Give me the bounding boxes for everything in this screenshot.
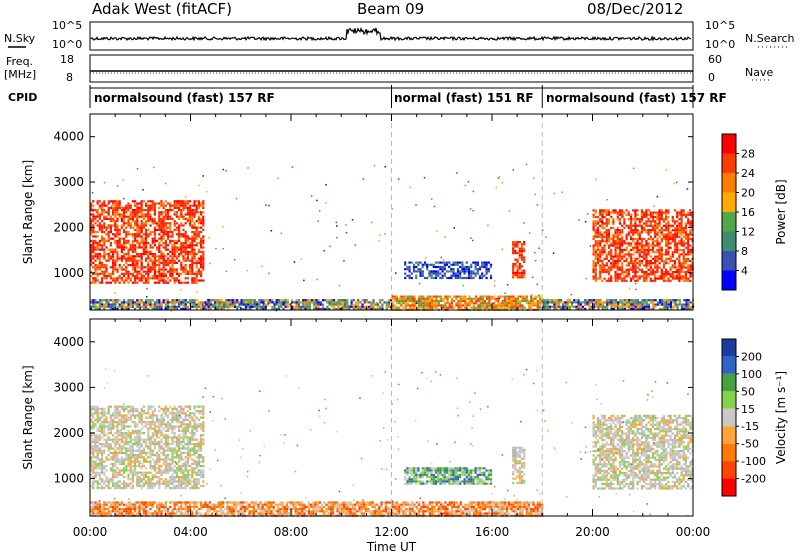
nave-label: Nave: [745, 66, 774, 79]
power-colorbar-tick-6: 28: [741, 148, 755, 161]
freq-unit: [MHz]: [4, 68, 37, 81]
velocity-colorbar-seg-4: [722, 408, 736, 427]
cpid-segment-2: normal (fast) 151 RF: [394, 91, 534, 105]
freq-label: Freq.: [6, 55, 34, 68]
velocity-colorbar-seg-0: [722, 339, 736, 357]
power-echo-region-2: [203, 299, 393, 311]
velocity-colorbar-tick-3: 15: [741, 403, 755, 416]
velocity-echo-region-2: [391, 501, 544, 517]
velocity-colorbar-tick-0: 200: [741, 350, 762, 363]
power-colorbar-seg-5: [722, 173, 736, 193]
velocity-echo-region-4: [512, 446, 526, 485]
power-colorbar-tick-0: 4: [741, 265, 748, 278]
velocity-echo-region-0: [90, 405, 205, 490]
nave-tick-max: 60: [708, 53, 722, 66]
velocity-echo-region-3: [404, 467, 493, 485]
beam-label: Beam 09: [357, 0, 425, 18]
date-label: 08/Dec/2012: [587, 0, 684, 18]
freq-axes: [89, 54, 694, 83]
cpid-label: CPID: [8, 91, 38, 104]
power-colorbar-tick-2: 12: [741, 226, 755, 239]
velocity-colorbar-seg-3: [722, 391, 736, 409]
velocity-ytick-label-3: 4000: [53, 335, 84, 349]
xtick-label-6: 00:00: [676, 525, 711, 539]
cpid-segment-3: normalsound (fast) 157 RF: [546, 91, 727, 105]
xtick-label-5: 20:00: [575, 525, 610, 539]
velocity-colorbar-seg-5: [722, 426, 736, 444]
power-ylabel: Slant Range [km]: [21, 160, 35, 264]
velocity-ytick-label-2: 3000: [53, 380, 84, 394]
velocity-colorbar-seg-6: [722, 443, 736, 462]
time-axis: 00:00 04:00 08:00 12:00 16:00 20:00 00:00 Time …: [73, 525, 711, 554]
power-ytick-label-0: 1000: [53, 266, 84, 280]
power-ytick-label-3: 4000: [53, 130, 84, 144]
power-echo-region-6: [592, 209, 694, 282]
power-colorbar-seg-2: [722, 231, 736, 251]
velocity-panel: 1000 2000 3000 4000 Slant Range [km] 200 100 50…: [21, 318, 788, 518]
xtick-label-0: 00:00: [73, 525, 108, 539]
xtick-label-2: 08:00: [274, 525, 309, 539]
power-colorbar-seg-1: [722, 251, 736, 271]
nave-tick-min: 0: [708, 71, 715, 84]
power-echo-region-5: [512, 241, 526, 279]
velocity-colorbar-tick-2: 50: [741, 385, 755, 398]
power-colorbar-seg-6: [722, 153, 736, 173]
velocity-colorbar-tick-5: -50: [741, 438, 759, 451]
cpid-segment-1: normalsound (fast) 157 RF: [94, 91, 275, 105]
velocity-ytick-label-1: 2000: [53, 426, 84, 440]
power-colorbar-seg-0: [722, 270, 736, 290]
power-colorbar-seg-7: [722, 134, 736, 154]
velocity-colorbar-seg-7: [722, 461, 736, 479]
nsearch-tick-min: 10^0: [705, 38, 736, 51]
nsky-tick-max: 10^5: [52, 19, 83, 32]
power-ytick-label-1: 2000: [53, 220, 84, 234]
velocity-colorbar-frame: [721, 338, 737, 497]
velocity-colorbar-tick-6: -100: [741, 455, 766, 468]
xlabel: Time UT: [366, 540, 417, 554]
velocity-ylabel: Slant Range [km]: [21, 365, 35, 469]
velocity-colorbar-seg-1: [722, 356, 736, 374]
velocity-colorbar-tick-1: 100: [741, 368, 762, 381]
nsky-trace: [90, 26, 692, 42]
power-colorbar-tick-5: 24: [741, 167, 755, 180]
nsearch-tick-max: 10^5: [705, 19, 736, 32]
power-colorbar-tick-1: 8: [741, 245, 748, 258]
velocity-colorbar-tick-4: -15: [741, 420, 759, 433]
power-echo-region-1: [90, 299, 211, 311]
power-echo-region-0: [90, 200, 205, 284]
power-colorbar-seg-3: [722, 212, 736, 232]
power-colorbar-tick-4: 20: [741, 187, 755, 200]
power-colorbar-label: Power [dB]: [774, 179, 788, 244]
velocity-colorbar-seg-2: [722, 373, 736, 392]
velocity-colorbar-seg-8: [722, 478, 736, 496]
freq-tick-min: 8: [66, 71, 73, 84]
status-panels: [8, 21, 790, 108]
velocity-ytick-label-0: 1000: [53, 472, 84, 486]
power-ytick-label-2: 3000: [53, 175, 84, 189]
nsky-tick-min: 10^0: [52, 38, 83, 51]
velocity-colorbar-label: Velocity [m s⁻¹]: [774, 371, 788, 464]
xtick-label-3: 12:00: [374, 525, 409, 539]
xtick-label-4: 16:00: [475, 525, 510, 539]
freq-tick-max: 18: [60, 53, 74, 66]
velocity-echo-region-5: [592, 414, 694, 490]
power-colorbar-seg-4: [722, 192, 736, 212]
power-panel: 1000 2000 3000 4000 Slant Range [km] 4 8 12 16 20…: [21, 113, 788, 312]
power-colorbar-tick-3: 16: [741, 206, 755, 219]
nsky-label: N.Sky: [4, 32, 36, 45]
nsky-axes: [89, 21, 694, 51]
station-title: Adak West (fitACF): [92, 0, 232, 18]
power-echo-region-7: [542, 299, 695, 311]
xtick-label-1: 04:00: [173, 525, 208, 539]
nsearch-label: N.Search: [745, 32, 795, 45]
velocity-colorbar-tick-7: -200: [741, 473, 766, 486]
